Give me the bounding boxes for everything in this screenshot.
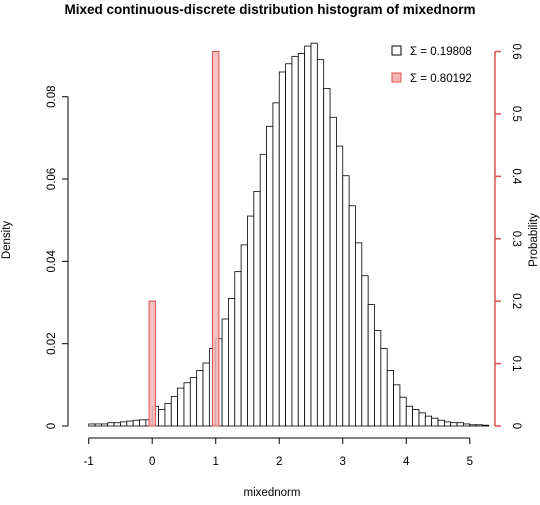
histogram-bar bbox=[374, 330, 382, 427]
histogram-bar bbox=[94, 423, 102, 427]
x-axis-label: mixednorm bbox=[244, 487, 301, 499]
chart-title: Mixed continuous-discrete distribution h… bbox=[64, 2, 475, 17]
x-axis: -1 0 1 2 3 4 5 bbox=[84, 437, 473, 468]
y-tick-label-right: 0.4 bbox=[510, 168, 522, 185]
histogram-bar bbox=[189, 377, 198, 427]
histogram-bar bbox=[139, 419, 147, 427]
histogram-bar bbox=[170, 395, 179, 427]
histogram-bar bbox=[431, 417, 439, 427]
histogram-bar bbox=[463, 423, 471, 427]
histogram-bar bbox=[316, 59, 325, 427]
y-tick-label-left: 0.08 bbox=[46, 85, 58, 107]
histogram-bar bbox=[259, 153, 267, 427]
histogram-bar bbox=[380, 348, 388, 427]
histogram-bar bbox=[247, 215, 255, 427]
discrete-bars bbox=[148, 50, 220, 427]
y-axis-left: 0 0.02 0.04 0.06 0.08 bbox=[46, 85, 69, 429]
x-tick-label: 0 bbox=[149, 456, 155, 468]
y-axis-label-right: Probability bbox=[528, 213, 540, 267]
histogram-bar bbox=[291, 55, 299, 427]
histogram-bar bbox=[266, 125, 274, 427]
histogram-bar bbox=[412, 409, 420, 427]
legend-swatch-discrete bbox=[391, 72, 402, 83]
histogram-bar bbox=[323, 88, 331, 427]
histogram-bar bbox=[164, 402, 172, 427]
histogram-bar bbox=[418, 412, 426, 427]
histogram-bar bbox=[177, 387, 185, 427]
histogram-bar bbox=[113, 422, 121, 427]
histogram-bar bbox=[443, 421, 452, 427]
histogram-bar bbox=[297, 53, 306, 427]
probability-bar bbox=[148, 300, 156, 427]
histogram-bar bbox=[253, 190, 261, 427]
histogram-bar bbox=[132, 419, 140, 427]
y-axis-label-left: Density bbox=[1, 221, 13, 260]
x-tick-label: 4 bbox=[403, 456, 410, 468]
histogram-bar bbox=[348, 205, 356, 427]
y-tick-label-right: 0.5 bbox=[510, 106, 522, 122]
histogram-bar bbox=[335, 145, 344, 427]
histogram-bar bbox=[475, 424, 483, 427]
histogram-bar bbox=[450, 422, 458, 427]
histogram-bar bbox=[158, 409, 166, 427]
y-tick-label-left: 0.02 bbox=[46, 332, 58, 354]
histogram-bar bbox=[469, 424, 477, 427]
x-tick-label: 2 bbox=[276, 456, 282, 468]
histogram-bar bbox=[482, 424, 490, 427]
x-tick-label: 3 bbox=[340, 456, 346, 468]
continuous-bars bbox=[88, 42, 490, 427]
probability-bar bbox=[212, 50, 220, 427]
histogram-bar bbox=[386, 370, 394, 427]
histogram-bar bbox=[361, 275, 369, 427]
histogram-bar bbox=[101, 423, 109, 427]
y-tick-label-right: 0.3 bbox=[510, 231, 522, 247]
histogram-bar bbox=[278, 71, 286, 427]
histogram-bar bbox=[310, 42, 318, 427]
x-tick-label: -1 bbox=[84, 456, 94, 468]
histogram-bar bbox=[355, 242, 363, 427]
histogram-bar bbox=[367, 304, 375, 427]
y-tick-label-right: 0.2 bbox=[510, 293, 522, 309]
y-tick-label-left: 0.06 bbox=[46, 168, 58, 190]
y-tick-label-right: 0.1 bbox=[510, 356, 522, 372]
histogram-bar bbox=[272, 102, 280, 427]
histogram-bar bbox=[120, 421, 128, 427]
histogram-bar bbox=[183, 382, 191, 427]
histogram-bar bbox=[196, 370, 204, 427]
histogram-bar bbox=[424, 415, 433, 427]
histogram-bar bbox=[234, 271, 242, 427]
x-tick-label: 1 bbox=[213, 456, 219, 468]
legend-swatch-continuous bbox=[391, 45, 402, 56]
legend-label-continuous: Σ = 0.19808 bbox=[410, 46, 472, 58]
histogram-bar bbox=[221, 318, 229, 427]
x-tick-label: 5 bbox=[467, 456, 473, 468]
y-tick-label-left: 0.04 bbox=[46, 250, 58, 273]
histogram-bar bbox=[107, 422, 115, 427]
histogram-bar bbox=[329, 116, 337, 427]
histogram-bar bbox=[399, 396, 407, 427]
legend: Σ = 0.19808 Σ = 0.80192 bbox=[391, 45, 472, 85]
histogram-bar bbox=[88, 423, 96, 427]
histogram-bar bbox=[405, 405, 414, 427]
histogram-bar bbox=[437, 419, 445, 427]
y-tick-label-right: 0 bbox=[510, 423, 522, 429]
histogram-bar bbox=[342, 175, 350, 427]
histogram-bar bbox=[126, 420, 134, 427]
legend-label-discrete: Σ = 0.80192 bbox=[410, 73, 472, 85]
histogram-bar bbox=[304, 45, 312, 427]
y-tick-label-right: 0.6 bbox=[510, 43, 522, 59]
histogram-bar bbox=[228, 297, 236, 427]
histogram-bar bbox=[285, 63, 293, 427]
histogram-bar bbox=[393, 384, 401, 427]
y-axis-right: 0 0.1 0.2 0.3 0.4 0.5 0.6 bbox=[494, 43, 522, 429]
histogram-bar bbox=[202, 362, 210, 427]
histogram-bar bbox=[456, 422, 464, 427]
histogram-bar bbox=[240, 244, 248, 427]
y-tick-label-left: 0 bbox=[46, 423, 58, 429]
